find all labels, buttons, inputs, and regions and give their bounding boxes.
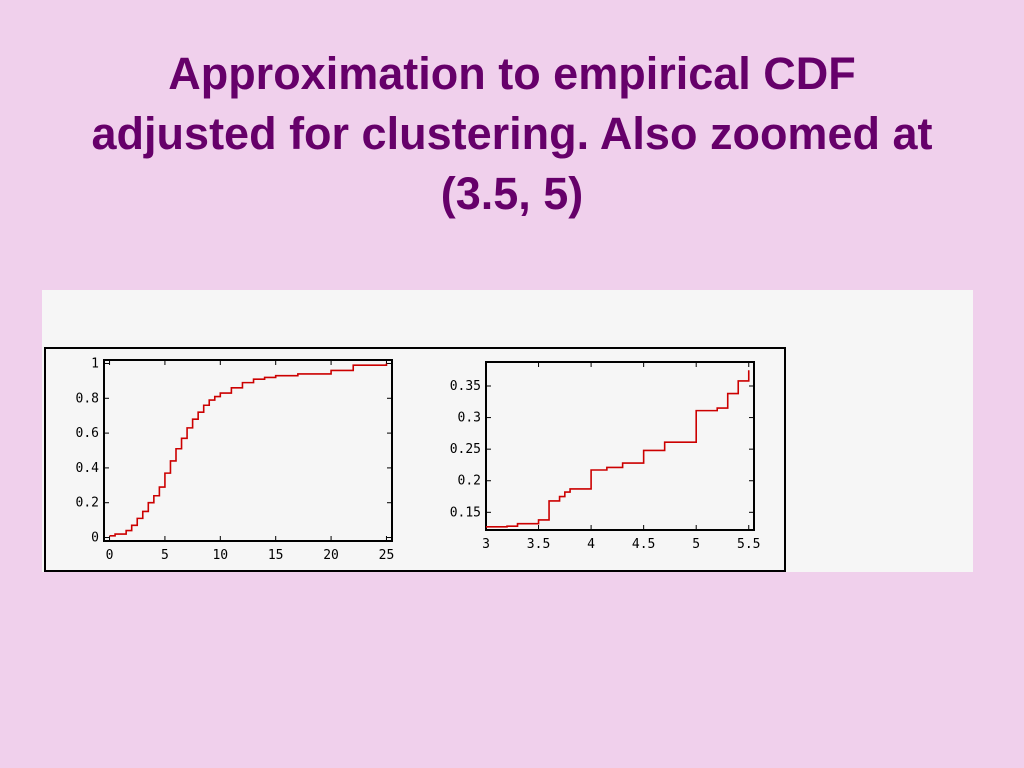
- cdf-x-tick-label: 10: [212, 548, 228, 563]
- cdf-chart: 0 5 10 15 20 25 0 0.2 0.4 0.6 0.8 1: [76, 356, 395, 563]
- slide-title: Approximation to empirical CDF adjusted …: [0, 44, 1024, 224]
- zoom-x-tick-label: 3: [482, 537, 490, 552]
- zoom-y-tick-label: 0.35: [450, 379, 481, 394]
- zoom-x-tick-label: 4.5: [632, 537, 655, 552]
- cdf-y-tick-label: 0.2: [76, 496, 99, 511]
- figure-panel: 0 5 10 15 20 25 0 0.2 0.4 0.6 0.8 1 3 3.5 4 4.5 5 5.5 0.1…: [42, 290, 973, 572]
- plot-frame: 0 5 10 15 20 25 0 0.2 0.4 0.6 0.8 1 3 3.5 4 4.5 5 5.5 0.1…: [44, 347, 786, 572]
- title-line-3: (3.5, 5): [440, 168, 584, 219]
- cdf-y-tick-label: 0: [91, 531, 99, 546]
- cdf-x-tick-label: 15: [268, 548, 284, 563]
- cdf-x-tick-label: 20: [323, 548, 339, 563]
- zoom-plot-area: [485, 361, 755, 531]
- zoom-x-tick-label: 5: [692, 537, 700, 552]
- cdf-y-tick-label: 0.4: [76, 461, 100, 476]
- title-line-1: Approximation to empirical CDF: [168, 48, 856, 99]
- zoom-y-tick-label: 0.15: [450, 505, 481, 520]
- cdf-y-tick-label: 0.6: [76, 426, 99, 441]
- cdf-x-tick-label: 5: [161, 548, 169, 563]
- cdf-x-tick-label: 25: [379, 548, 395, 563]
- cdf-plot-area: [103, 359, 393, 542]
- zoom-x-tick-label: 4: [587, 537, 595, 552]
- cdf-y-tick-label: 0.8: [76, 391, 99, 406]
- cdf-cdf-step-line: [109, 363, 388, 537]
- cdf-y-tick-label: 1: [91, 356, 99, 371]
- zoom-x-tick-label: 3.5: [527, 537, 550, 552]
- zoom-y-tick-label: 0.25: [450, 442, 481, 457]
- title-line-2: adjusted for clustering. Also zoomed at: [91, 108, 933, 159]
- zoomed-cdf-chart: 3 3.5 4 4.5 5 5.5 0.15 0.2 0.25 0.3 0.35: [450, 361, 760, 552]
- cdf-x-tick-label: 0: [106, 548, 114, 563]
- zoom-x-tick-label: 5.5: [737, 537, 760, 552]
- zoom-y-tick-label: 0.2: [458, 474, 481, 489]
- zoom-cdf-step-line: [486, 370, 750, 528]
- zoom-y-tick-label: 0.3: [458, 411, 481, 426]
